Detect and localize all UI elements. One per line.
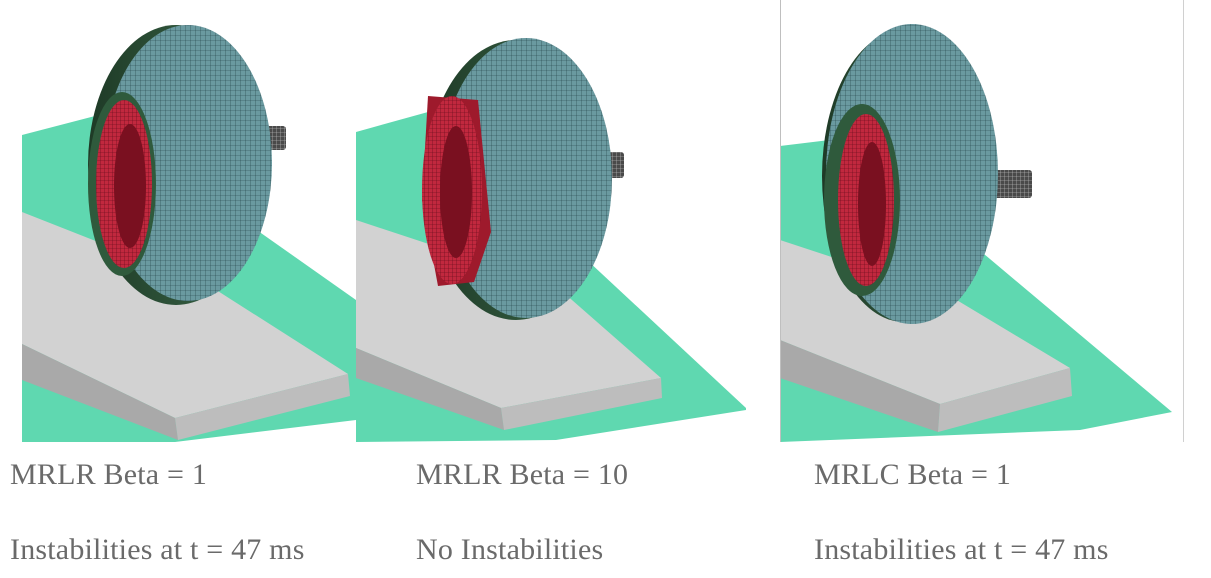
tire-curb-render-1 (22, 25, 356, 442)
rim-inner (440, 126, 472, 258)
tire-curb-render-3 (780, 24, 1172, 442)
rim-inner (114, 124, 146, 248)
simulation-panel-3 (780, 0, 1184, 442)
caption-title-2: MRLR Beta = 10 (416, 458, 629, 491)
simulation-panel-1 (0, 0, 356, 442)
simulation-panel-2 (356, 0, 746, 442)
axle (994, 170, 1032, 198)
curb-top (22, 212, 348, 418)
curb-side (780, 340, 940, 432)
tire-curb-render-2 (356, 38, 746, 442)
curb-front (501, 378, 662, 430)
caption-status-2: No Instabilities (416, 533, 604, 566)
curb-side (22, 344, 178, 440)
caption-title-1: MRLR Beta = 1 (10, 458, 208, 491)
curb-front (175, 374, 350, 440)
caption-status-1: Instabilities at t = 47 ms (10, 533, 305, 566)
curb-side (356, 348, 504, 430)
caption-title-3: MRLC Beta = 1 (814, 458, 1012, 491)
caption-status-3: Instabilities at t = 47 ms (814, 533, 1109, 566)
rim-inner (858, 142, 886, 266)
curb-front (938, 368, 1072, 432)
